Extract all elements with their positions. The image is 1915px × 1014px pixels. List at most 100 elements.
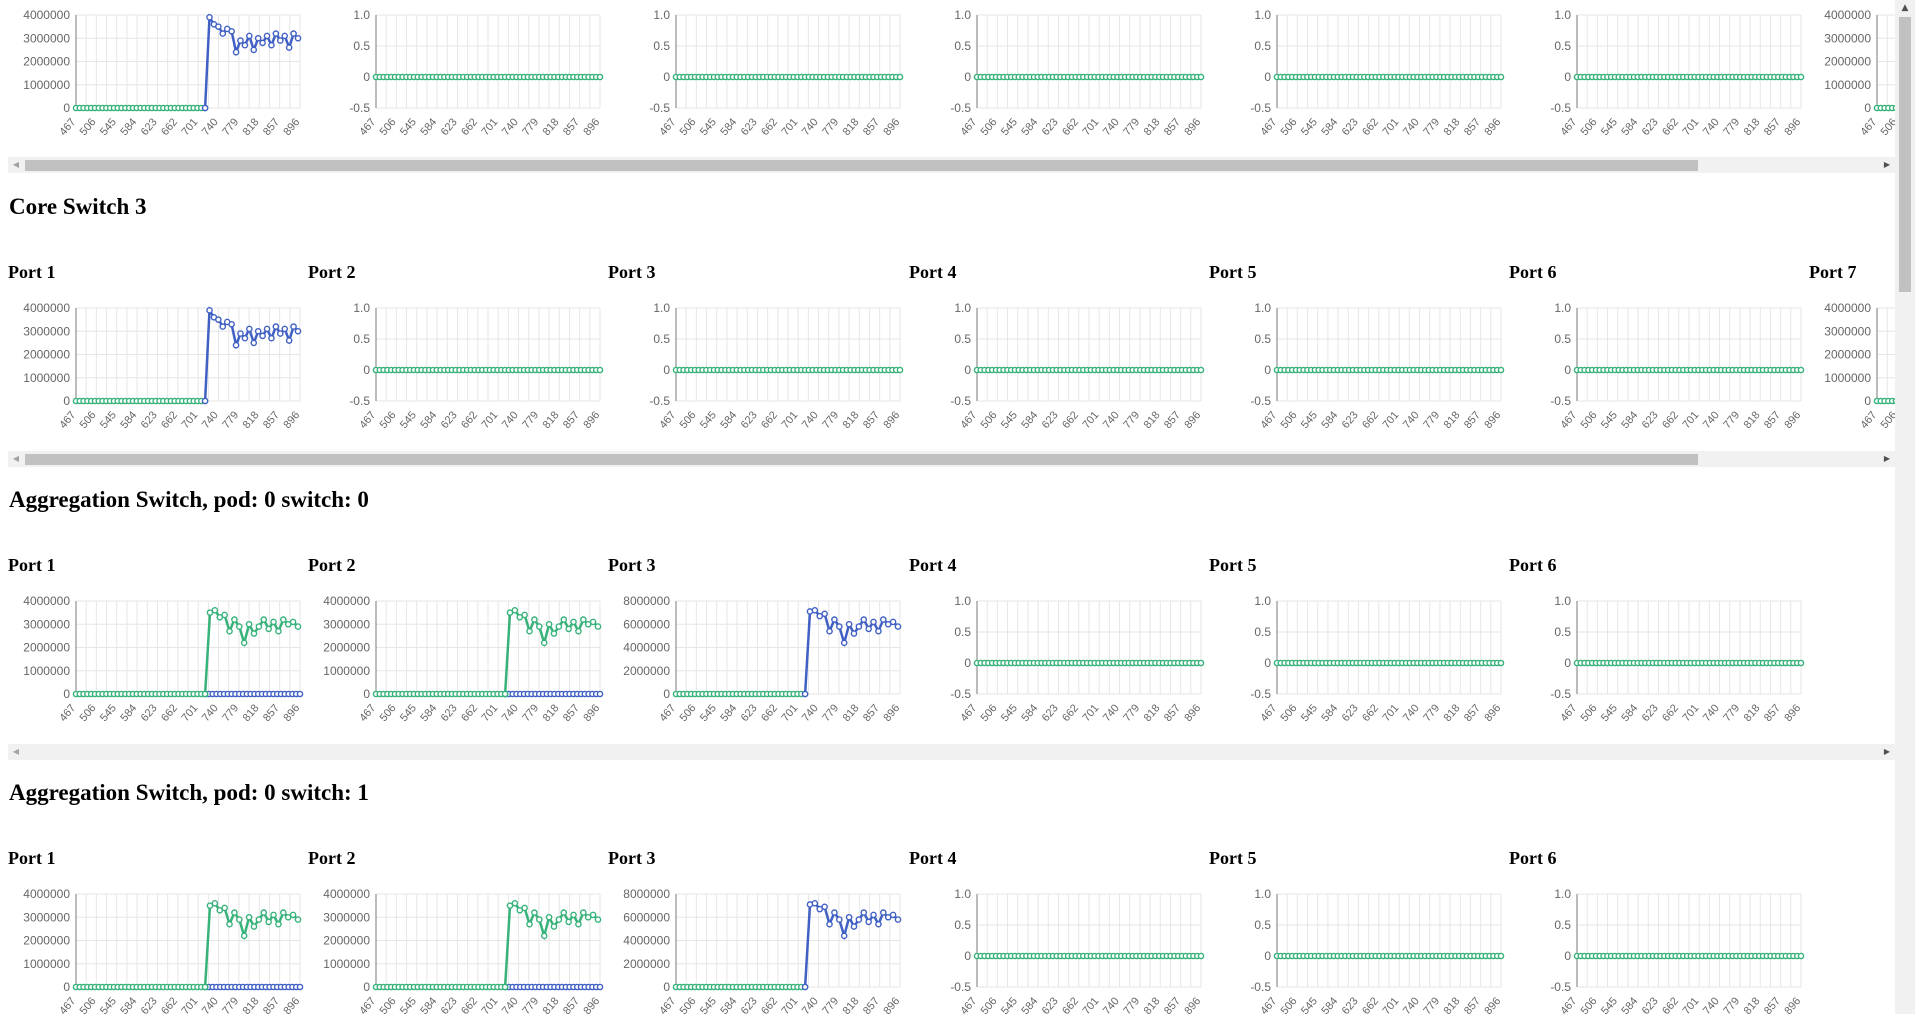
traffic-series-point	[275, 920, 282, 928]
tail-series-point	[296, 983, 304, 991]
y-tick-label: 1.0	[954, 301, 971, 315]
y-tick-label: -0.5	[950, 101, 971, 115]
x-tick-label: 467	[657, 995, 678, 1014]
x-tick-label: 623	[439, 702, 460, 724]
x-tick-label: 584	[1319, 702, 1340, 724]
x-tick-label: 662	[1660, 116, 1681, 138]
y-tick-label: 3000000	[23, 324, 70, 338]
scroll-left-arrow-icon[interactable]: ◀	[12, 160, 20, 169]
x-tick-label: 467	[958, 116, 979, 138]
port-title: Port 5	[1209, 848, 1257, 868]
traffic-series-point	[228, 27, 235, 35]
y-tick-label: 4000000	[23, 301, 70, 315]
y-tick-label: 0	[63, 101, 70, 115]
y-tick-label: 0	[363, 70, 370, 84]
x-tick-label: 662	[1660, 702, 1681, 724]
scroll-left-arrow-icon[interactable]: ◀	[12, 454, 20, 463]
x-tick-label: 818	[541, 116, 562, 138]
horizontal-scrollbar[interactable]: ◀ ▶	[8, 744, 1895, 760]
horizontal-scrollbar[interactable]: ◀ ▶	[8, 451, 1895, 467]
y-tick-label: 0	[1264, 656, 1271, 670]
x-tick-label: 584	[418, 995, 439, 1014]
scroll-right-arrow-icon[interactable]: ▶	[1883, 160, 1891, 169]
y-tick-label: 1000000	[23, 957, 70, 971]
x-tick-label: 896	[1782, 702, 1803, 724]
traffic-series-point	[237, 37, 244, 44]
traffic-series-point	[865, 918, 872, 926]
x-tick-label: 623	[1340, 116, 1361, 138]
x-tick-label: 545	[398, 702, 419, 724]
scroll-up-arrow-icon[interactable]: ▲	[1901, 3, 1909, 13]
x-tick-label: 857	[1762, 995, 1783, 1014]
x-tick-label: 545	[999, 995, 1020, 1014]
x-tick-label: 779	[520, 995, 541, 1014]
series-point	[1497, 366, 1505, 374]
port-chart: -0.5 0 0.5 1.0 467 506 545 584 623 662 701 740 779 81…	[1250, 301, 1505, 431]
traffic-series-point	[259, 39, 266, 47]
port-chart: -0.5 0 0.5 1.0 467 506 545 584 623 662 701 740 779 81…	[1550, 887, 1805, 1014]
y-tick-label: 1000000	[23, 664, 70, 678]
y-tick-label: 0	[63, 980, 70, 994]
x-tick-label: 740	[200, 116, 221, 138]
x-tick-label: 506	[1279, 409, 1300, 431]
scroll-left-arrow-icon[interactable]: ◀	[12, 747, 20, 756]
y-tick-label: 0.5	[653, 39, 670, 53]
x-tick-label: 701	[1080, 116, 1101, 138]
x-tick-label: 740	[500, 409, 521, 431]
x-tick-label: 623	[1640, 409, 1661, 431]
traffic-series-point	[821, 610, 828, 618]
horizontal-scrollbar-thumb[interactable]	[25, 160, 1698, 171]
x-tick-label: 506	[1579, 702, 1600, 724]
x-tick-label: 467	[1558, 702, 1579, 724]
x-tick-label: 506	[979, 995, 1000, 1014]
traffic-series-point	[250, 339, 258, 347]
series-point	[1497, 952, 1505, 960]
series-point	[596, 366, 604, 374]
traffic-series-point	[268, 41, 275, 49]
horizontal-scrollbar-thumb[interactable]	[25, 454, 1698, 465]
port-title: Port 2	[308, 848, 356, 868]
x-tick-label: 506	[1279, 116, 1300, 138]
traffic-series-point	[294, 34, 302, 42]
x-tick-label: 779	[1121, 116, 1142, 138]
traffic-series-point	[870, 618, 877, 626]
y-tick-label: -0.5	[1250, 394, 1271, 408]
vertical-scrollbar-thumb[interactable]	[1899, 17, 1911, 292]
traffic-series-point	[221, 611, 228, 619]
x-tick-label: 857	[1162, 995, 1183, 1014]
vertical-scrollbar[interactable]: ▲	[1895, 0, 1915, 1014]
x-tick-label: 584	[418, 409, 439, 431]
horizontal-scrollbar[interactable]: ◀ ▶	[8, 157, 1895, 173]
port-chart: 0 2000000 4000000 6000000 8000000 467 506 545 58…	[623, 887, 902, 1014]
traffic-series-point	[246, 32, 253, 40]
x-tick-label: 662	[159, 702, 180, 724]
traffic-series-point	[560, 909, 568, 916]
x-tick-label: 506	[1279, 702, 1300, 724]
x-tick-label: 584	[1619, 995, 1640, 1014]
y-tick-label: 3000000	[23, 31, 70, 45]
x-tick-label: 623	[739, 116, 760, 138]
scroll-right-arrow-icon[interactable]: ▶	[1883, 454, 1891, 463]
x-tick-label: 545	[698, 409, 719, 431]
x-tick-label: 584	[1619, 702, 1640, 724]
x-tick-label: 818	[841, 995, 862, 1014]
port-chart: -0.5 0 0.5 1.0 467 506 545 584 623 662 701 740 779 81…	[649, 8, 904, 138]
x-tick-label: 896	[1182, 702, 1203, 724]
y-tick-label: 0.5	[954, 918, 971, 932]
x-tick-label: 818	[1142, 116, 1163, 138]
x-tick-label: 545	[1599, 409, 1620, 431]
x-tick-label: 896	[1482, 409, 1503, 431]
y-tick-label: 2000000	[323, 934, 370, 948]
traffic-series-point	[241, 334, 249, 342]
traffic-series-point	[565, 625, 572, 633]
traffic-series-point	[855, 623, 863, 630]
port-title: Port 3	[608, 262, 656, 282]
y-tick-label: 0	[663, 363, 670, 377]
x-tick-label: 818	[241, 702, 262, 724]
x-tick-label: 701	[1080, 702, 1101, 724]
x-tick-label: 584	[718, 995, 739, 1014]
x-tick-label: 545	[1599, 702, 1620, 724]
traffic-series-point	[289, 911, 297, 919]
scroll-right-arrow-icon[interactable]: ▶	[1883, 747, 1891, 756]
